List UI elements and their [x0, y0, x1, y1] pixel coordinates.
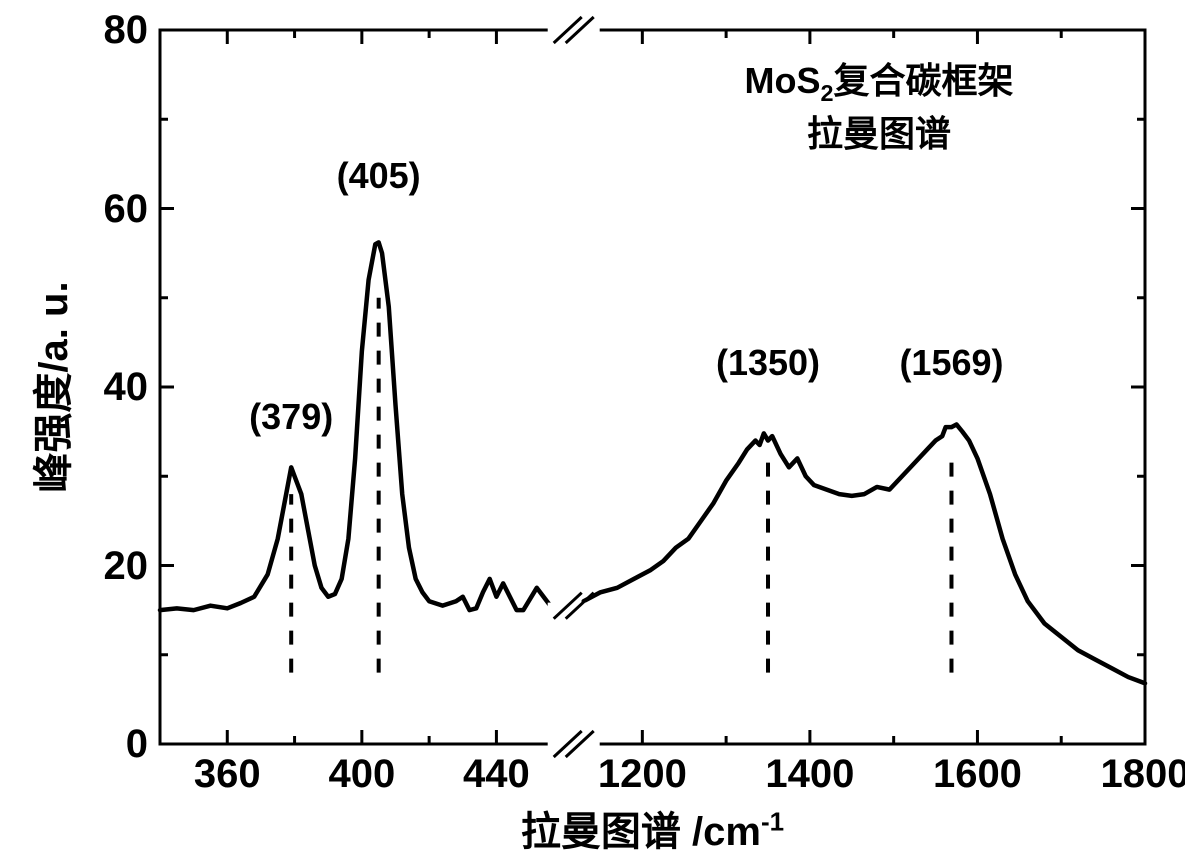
chart-title-legend: MoS2复合碳框架 拉曼图谱	[745, 57, 1014, 158]
x-tick-label: 440	[463, 752, 530, 797]
x-axis-label-text: 拉曼图谱 /cm	[521, 810, 761, 854]
peak-label: (1569)	[899, 342, 1003, 384]
y-tick-label: 0	[126, 722, 148, 767]
raman-spectrum-chart: 峰强度/a. u. 拉曼图谱 /cm-1 MoS2复合碳框架 拉曼图谱 0 20 4…	[0, 0, 1185, 864]
x-tick-label: 1600	[933, 752, 1022, 797]
x-tick-label: 1200	[598, 752, 687, 797]
peak-label: (1350)	[716, 342, 820, 384]
x-axis-label: 拉曼图谱 /cm-1	[521, 799, 784, 857]
peak-label: (405)	[337, 155, 421, 197]
x-tick-label: 400	[328, 752, 395, 797]
x-tick-label: 1800	[1101, 752, 1185, 797]
peak-label: (379)	[249, 396, 333, 438]
y-tick-label: 40	[104, 365, 149, 410]
x-axis-label-super: -1	[761, 807, 784, 837]
x-tick-label: 360	[194, 752, 261, 797]
legend-line1-prefix: MoS	[745, 60, 821, 101]
y-axis-label: 峰强度/a. u.	[21, 281, 79, 492]
legend-line1-suffix: 复合碳框架	[834, 60, 1014, 101]
y-tick-label: 20	[104, 544, 149, 589]
legend-line1-sub: 2	[821, 80, 834, 106]
x-tick-label: 1400	[765, 752, 854, 797]
y-tick-label: 60	[104, 187, 149, 232]
legend-line2: 拉曼图谱	[807, 113, 951, 154]
y-tick-label: 80	[104, 8, 149, 53]
